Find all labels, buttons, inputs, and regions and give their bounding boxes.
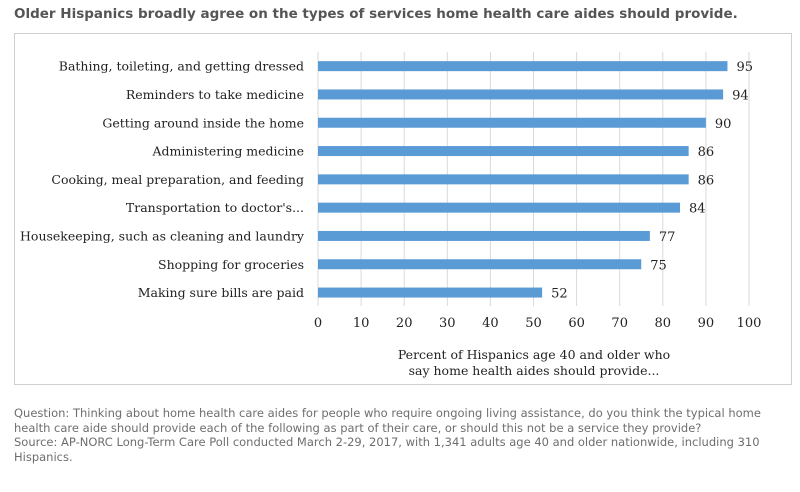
value-label: 52 bbox=[551, 287, 568, 302]
category-label: Reminders to take medicine bbox=[126, 87, 304, 102]
category-label: Cooking, meal preparation, and feeding bbox=[51, 172, 304, 187]
x-tick-label: 60 bbox=[568, 316, 585, 331]
bar bbox=[318, 89, 724, 100]
x-tick-label: 90 bbox=[698, 316, 715, 331]
category-label: Bathing, toileting, and getting dressed bbox=[59, 59, 304, 74]
x-tick-label: 20 bbox=[396, 316, 413, 331]
x-tick-label: 80 bbox=[655, 316, 672, 331]
category-label: Transportation to doctor's... bbox=[126, 200, 304, 215]
x-tick-label: 30 bbox=[439, 316, 456, 331]
x-axis-title: say home health aides should provide... bbox=[409, 363, 660, 378]
chart-frame bbox=[14, 33, 792, 385]
value-label: 84 bbox=[689, 202, 706, 217]
chart-title: Older Hispanics broadly agree on the typ… bbox=[14, 6, 738, 22]
value-label: 86 bbox=[698, 173, 715, 188]
bar bbox=[318, 146, 689, 157]
value-label: 94 bbox=[732, 88, 749, 103]
x-tick-label: 50 bbox=[525, 316, 542, 331]
category-label: Shopping for groceries bbox=[158, 257, 304, 272]
bar bbox=[318, 287, 543, 298]
bar bbox=[318, 230, 650, 241]
question-note: Question: Thinking about home health car… bbox=[14, 406, 761, 435]
bar-chart: 0 10 20 30 40 50 60 70 80 90 100 Bathing, toileting… bbox=[20, 52, 762, 378]
value-label: 95 bbox=[736, 60, 753, 75]
bar bbox=[318, 202, 681, 213]
category-label: Housekeeping, such as cleaning and laund… bbox=[20, 228, 305, 243]
category-label: Administering medicine bbox=[152, 144, 304, 159]
bar bbox=[318, 61, 728, 72]
bar bbox=[318, 117, 706, 128]
category-label: Getting around inside the home bbox=[102, 115, 304, 130]
x-tick-label: 10 bbox=[353, 316, 370, 331]
value-label: 90 bbox=[715, 117, 732, 132]
value-label: 86 bbox=[698, 145, 715, 160]
category-label: Making sure bills are paid bbox=[138, 285, 304, 300]
chart-notes: Question: Thinking about home health car… bbox=[14, 406, 794, 464]
source-note: Source: AP-NORC Long-Term Care Poll cond… bbox=[14, 435, 760, 464]
x-tick-label: 40 bbox=[482, 316, 499, 331]
x-tick-label: 100 bbox=[737, 316, 762, 331]
x-axis-title: Percent of Hispanics age 40 and older wh… bbox=[398, 347, 670, 362]
bar bbox=[318, 174, 689, 185]
x-tick-label: 70 bbox=[611, 316, 628, 331]
value-label: 77 bbox=[659, 230, 676, 245]
x-tick-label: 0 bbox=[314, 316, 322, 331]
value-label: 75 bbox=[650, 258, 667, 273]
bar bbox=[318, 259, 642, 270]
